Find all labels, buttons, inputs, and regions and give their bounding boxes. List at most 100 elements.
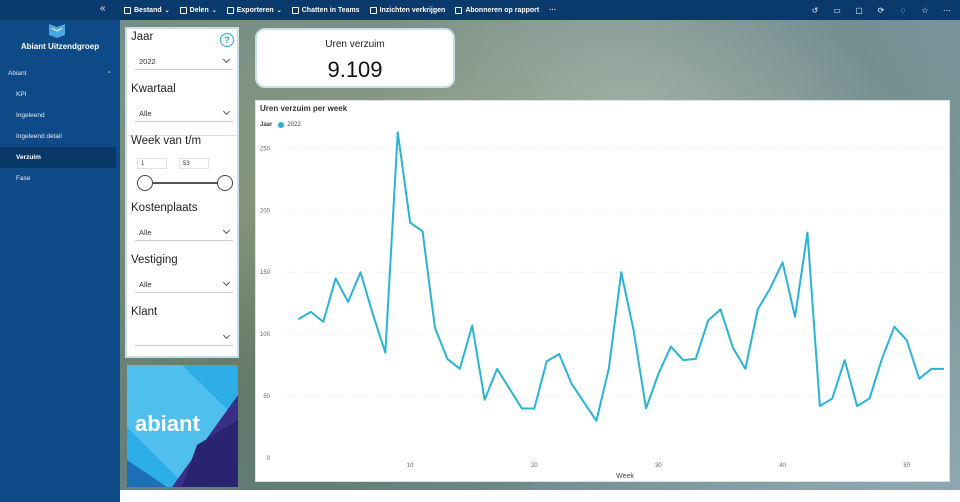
data-point[interactable] [357, 269, 363, 275]
data-point[interactable] [643, 405, 649, 411]
menu-item-3[interactable]: Chatten in Teams [291, 6, 360, 14]
data-point[interactable] [506, 386, 512, 392]
data-point[interactable] [879, 356, 885, 362]
data-point[interactable] [482, 397, 488, 403]
data-point[interactable] [916, 376, 922, 382]
menu-item-icon [291, 6, 299, 14]
data-point[interactable] [867, 396, 873, 402]
data-point[interactable] [631, 327, 637, 333]
data-point[interactable] [370, 311, 376, 317]
more-options-icon[interactable]: ⋯ [943, 5, 951, 15]
data-point[interactable] [345, 299, 351, 305]
data-point[interactable] [544, 358, 550, 364]
week-slider-track[interactable] [145, 182, 225, 184]
menu-item-1[interactable]: Delen ⌄ [179, 6, 217, 14]
sidebar-item-3[interactable]: Verzuim [0, 147, 116, 168]
data-point[interactable] [705, 318, 711, 324]
data-point[interactable] [767, 285, 773, 291]
help-icon[interactable]: ? [220, 33, 234, 47]
data-point[interactable] [432, 325, 438, 331]
data-point[interactable] [420, 228, 426, 234]
line-chart-card[interactable]: 0 50 100 150 200 250 10 20 30 40 50 Week Uren verzu… [255, 100, 950, 482]
abiant-logo: abiant [127, 365, 238, 487]
data-point[interactable] [842, 357, 848, 363]
data-point[interactable] [680, 357, 686, 363]
legend-entry[interactable]: 2022 [287, 122, 301, 128]
data-point[interactable] [854, 403, 860, 409]
sidebar-section-abiant[interactable]: Abiant ⌃ [8, 70, 112, 78]
reset-icon[interactable]: ↺ [811, 5, 819, 15]
data-point[interactable] [494, 366, 500, 372]
data-point[interactable] [531, 405, 537, 411]
data-point[interactable] [693, 356, 699, 362]
data-point[interactable] [295, 316, 301, 322]
data-point[interactable] [581, 399, 587, 405]
data-point[interactable] [320, 319, 326, 325]
data-point[interactable] [407, 220, 413, 226]
week-to-input[interactable]: 53 [179, 158, 209, 169]
menu-item-2[interactable]: Exporteren ⌄ [226, 6, 282, 14]
data-point[interactable] [655, 371, 661, 377]
data-point[interactable] [444, 356, 450, 362]
data-point[interactable] [792, 314, 798, 320]
refresh-icon[interactable]: ⟳ [877, 5, 885, 15]
sidebar-item-1[interactable]: Ingeleend [16, 112, 45, 119]
comment-icon[interactable]: ◌ [900, 5, 906, 15]
data-point[interactable] [569, 381, 575, 387]
x-tick-label: 50 [903, 463, 910, 469]
menu-item-6[interactable]: ··· [549, 7, 556, 14]
data-point[interactable] [718, 306, 724, 312]
bookmark-icon[interactable]: ▭ [833, 5, 841, 15]
data-point[interactable] [941, 366, 947, 372]
data-point[interactable] [395, 129, 401, 135]
data-point[interactable] [891, 324, 897, 330]
data-point[interactable] [755, 306, 761, 312]
slicer-title-jaar: Jaar [131, 31, 154, 43]
data-point[interactable] [817, 403, 823, 409]
kwartaal-dropdown[interactable]: Alle [135, 105, 233, 122]
legend-title: Jaar [260, 122, 273, 128]
data-point[interactable] [929, 366, 935, 372]
data-point[interactable] [618, 269, 624, 275]
data-point[interactable] [519, 405, 525, 411]
week-slider-start-handle[interactable] [137, 175, 153, 191]
klant-dropdown[interactable] [135, 329, 233, 346]
menu-item-0[interactable]: Bestand ⌄ [124, 6, 170, 14]
menu-item-label: ··· [549, 6, 557, 14]
data-point[interactable] [780, 259, 786, 265]
kostenplaats-dropdown[interactable]: Alle [135, 224, 233, 241]
favorite-icon[interactable]: ☆ [921, 5, 929, 15]
data-point[interactable] [668, 344, 674, 350]
series-line-0[interactable] [297, 131, 944, 422]
vestiging-dropdown[interactable]: Alle [135, 276, 233, 293]
sidebar-item-4[interactable]: Fase [16, 175, 31, 182]
workspace-logo-icon [49, 24, 65, 38]
data-point[interactable] [333, 275, 339, 281]
data-point[interactable] [382, 350, 388, 356]
menu-item-4[interactable]: Inzichten verkrijgen [369, 6, 445, 14]
data-point[interactable] [556, 351, 562, 357]
sidebar-item-0[interactable]: KPI [16, 91, 27, 98]
jaar-dropdown[interactable]: 2022 [135, 53, 233, 70]
view-icon[interactable]: ▢ [855, 5, 863, 15]
data-point[interactable] [804, 230, 810, 236]
data-point[interactable] [742, 366, 748, 372]
data-point[interactable] [606, 366, 612, 372]
data-point[interactable] [904, 337, 910, 343]
data-point[interactable] [457, 366, 463, 372]
week-from-input[interactable]: 1 [137, 158, 167, 169]
week-slider-end-handle[interactable] [217, 175, 233, 191]
line-chart[interactable]: 0 50 100 150 200 250 10 20 30 40 50 Week [256, 101, 951, 483]
menu-item-5[interactable]: Abonneren op rapport [455, 6, 539, 14]
menu-item-label: Delen [189, 6, 209, 14]
data-point[interactable] [593, 418, 599, 424]
menu-item-icon [124, 6, 131, 14]
data-point[interactable] [829, 396, 835, 402]
data-point[interactable] [308, 309, 314, 315]
collapse-nav-icon[interactable]: « [100, 3, 106, 14]
y-tick-label: 250 [260, 146, 271, 152]
data-point[interactable] [469, 322, 475, 328]
sidebar-item-2[interactable]: Ingeleend detail [16, 133, 62, 140]
kpi-card[interactable]: Uren verzuim 9.109 [255, 28, 455, 88]
data-point[interactable] [730, 345, 736, 351]
